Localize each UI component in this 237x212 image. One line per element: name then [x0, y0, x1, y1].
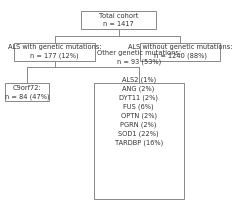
Text: C9orf72:
n = 84 (47%): C9orf72: n = 84 (47%) [5, 85, 50, 100]
Text: Other genetic mutations:
n = 93 (53%)

ALS2 (1%)
ANG (2%)
DYT11 (2%)
FUS (6%)
OP: Other genetic mutations: n = 93 (53%) AL… [97, 50, 181, 146]
FancyBboxPatch shape [5, 83, 49, 101]
Text: ALS with genetic mutations:
n = 177 (12%): ALS with genetic mutations: n = 177 (12%… [8, 45, 101, 59]
FancyBboxPatch shape [81, 11, 156, 29]
FancyBboxPatch shape [140, 43, 220, 61]
Text: Total cohort
n = 1417: Total cohort n = 1417 [99, 13, 138, 27]
FancyBboxPatch shape [94, 83, 184, 199]
FancyBboxPatch shape [14, 43, 95, 61]
Text: ALS without genetic mutations:
n = 1240 (88%): ALS without genetic mutations: n = 1240 … [128, 45, 232, 59]
